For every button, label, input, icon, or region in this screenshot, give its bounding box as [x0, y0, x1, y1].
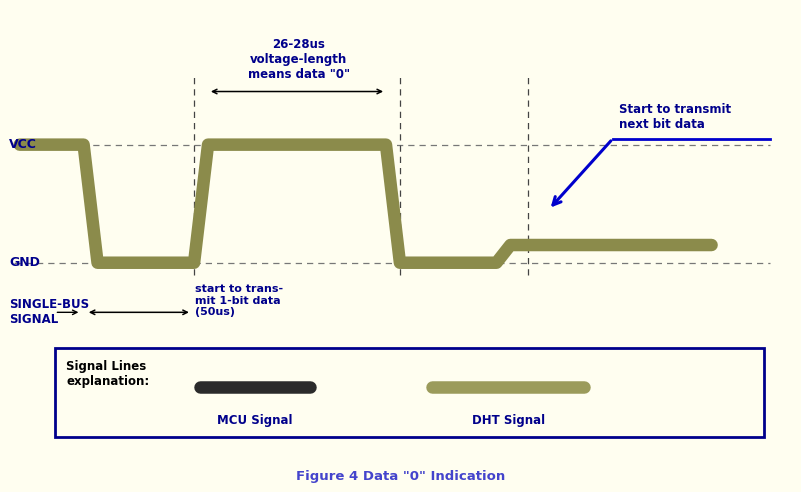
Text: Figure 4 Data "0" Indication: Figure 4 Data "0" Indication: [296, 470, 505, 483]
Text: VCC: VCC: [9, 138, 37, 151]
Text: 26-28us
voltage-length
means data "0": 26-28us voltage-length means data "0": [248, 38, 350, 81]
Text: SINGLE-BUS
SIGNAL: SINGLE-BUS SIGNAL: [9, 298, 89, 326]
Text: DHT Signal: DHT Signal: [472, 414, 545, 427]
Text: Signal Lines
explanation:: Signal Lines explanation:: [66, 360, 150, 388]
Text: MCU Signal: MCU Signal: [217, 414, 292, 427]
Text: Start to transmit
next bit data: Start to transmit next bit data: [618, 103, 731, 131]
Text: start to trans-
mit 1-bit data
(50us): start to trans- mit 1-bit data (50us): [195, 284, 284, 317]
FancyBboxPatch shape: [54, 348, 764, 437]
Text: GND: GND: [9, 256, 40, 269]
